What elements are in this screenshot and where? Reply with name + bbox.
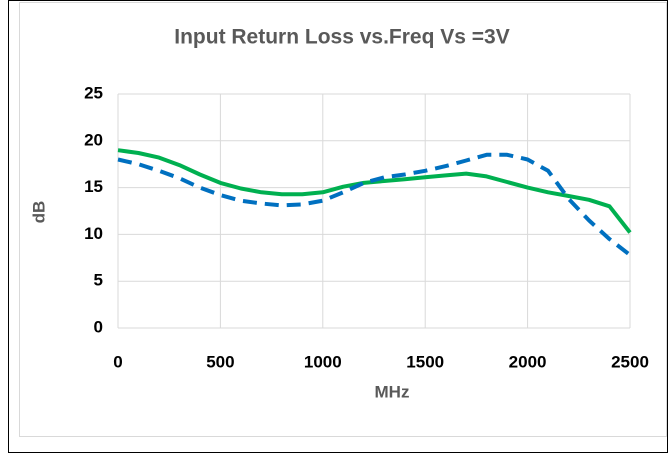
x-tick-label: 1500: [406, 352, 444, 371]
x-tick-label: 1000: [304, 352, 342, 371]
y-tick-label: 20: [84, 130, 103, 149]
chart-border: [19, 2, 667, 437]
x-tick-label: 0: [113, 352, 122, 371]
y-tick-label: 10: [84, 224, 103, 243]
chart-title: Input Return Loss vs.Freq Vs =3V: [174, 26, 510, 49]
x-tick-label: 500: [206, 352, 234, 371]
x-axis-label: MHz: [375, 382, 410, 401]
y-axis-label: dB: [29, 201, 48, 224]
y-tick-label: 0: [94, 317, 103, 336]
series-line: [117, 152, 632, 257]
x-tick-label: 2000: [509, 352, 547, 371]
y-tick-label: 25: [84, 83, 103, 102]
x-tick-label: 2500: [611, 352, 649, 371]
y-tick-label: 15: [84, 177, 103, 196]
y-tick-label: 5: [94, 271, 103, 290]
